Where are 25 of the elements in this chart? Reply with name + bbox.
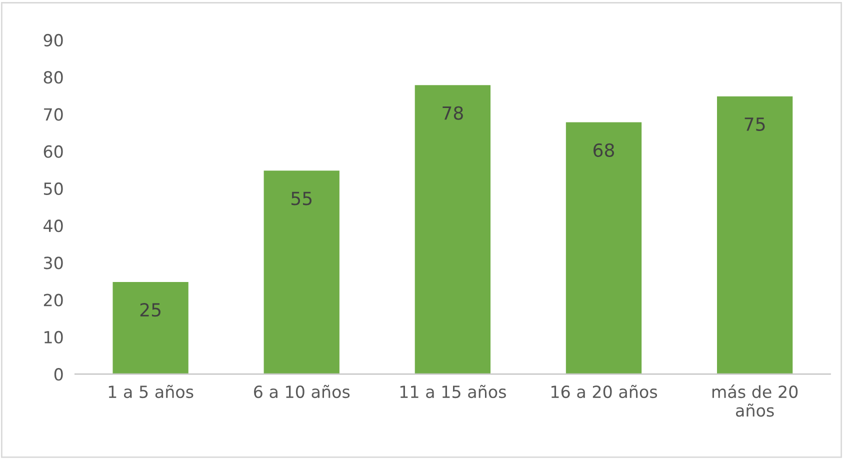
y-tick-label: 0 [54,368,63,381]
x-tick-label: 16 a 20 años [552,384,658,398]
x-tick-label: 6 a 10 años [254,384,350,398]
y-tick-label: 90 [44,34,63,46]
y-tick-label: 70 [44,108,63,121]
y-tick-label: 60 [44,145,63,158]
y-tick-label: 40 [44,220,63,232]
bar [111,280,190,374]
data-label: 75 [744,118,765,132]
data-label: 55 [292,192,312,206]
data-label: 68 [594,143,614,158]
y-tick-label: 20 [44,294,63,306]
y-tick-label: 80 [44,71,63,84]
data-label: 25 [140,303,160,317]
bar [262,169,341,374]
bar [564,120,643,374]
x-tick-label: 11 a 15 años [400,384,506,398]
bar [716,94,794,374]
bar [413,84,492,374]
y-tick-label: 10 [44,330,63,344]
x-tick-label: más de 20 años [712,384,798,417]
y-tick-label: 50 [44,182,63,196]
y-tick-label: 30 [44,256,63,270]
x-tick-label: 1 a 5 años [108,384,194,398]
data-label: 78 [442,106,463,120]
